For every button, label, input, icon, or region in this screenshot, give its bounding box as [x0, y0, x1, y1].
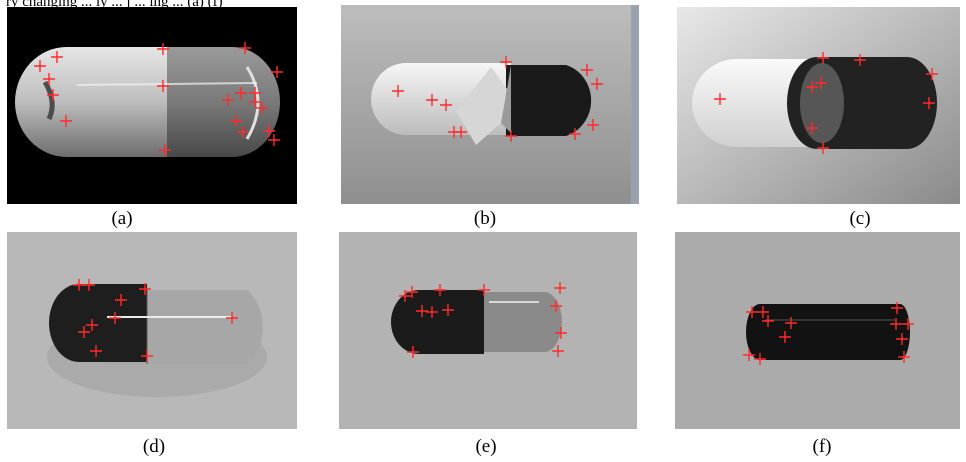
feature-point-marker — [235, 87, 247, 99]
feature-point-marker — [43, 73, 55, 85]
feature-point-marker — [239, 42, 251, 54]
panel-e-label: (e) — [475, 436, 497, 457]
feature-point-marker — [141, 350, 153, 362]
feature-point-marker — [60, 115, 72, 127]
feature-point-marker — [392, 85, 404, 97]
feature-point-marker — [505, 130, 517, 142]
panel-d-image — [7, 232, 297, 429]
feature-point-marker — [407, 346, 419, 358]
feature-point-marker — [271, 66, 283, 78]
feature-point-marker — [896, 333, 908, 345]
feature-point-marker — [478, 284, 490, 296]
panel-a-label: (a) — [111, 208, 133, 229]
feature-point-marker — [754, 353, 766, 365]
feature-point-marker — [90, 345, 102, 357]
feature-point-marker — [47, 89, 59, 101]
feature-point-marker — [426, 94, 438, 106]
panel-d-label: (d) — [142, 436, 166, 457]
feature-point-marker — [83, 279, 95, 291]
feature-point-marker — [757, 306, 769, 318]
cropped-caption-text: ry changing ... ly ... j ... ing ... (a)… — [6, 0, 223, 8]
feature-point-marker — [898, 351, 910, 363]
feature-point-marker — [157, 80, 169, 92]
feature-point-marker — [806, 81, 818, 93]
feature-point-marker — [249, 96, 261, 108]
feature-point-marker — [890, 318, 902, 330]
feature-point-marker — [406, 286, 418, 298]
feature-point-marker — [902, 318, 914, 330]
panel-e-image — [339, 232, 637, 429]
feature-point-marker — [455, 126, 467, 138]
feature-point-marker — [926, 68, 938, 80]
feature-point-marker — [500, 56, 512, 68]
feature-point-marker — [587, 119, 599, 131]
feature-point-marker — [440, 99, 452, 111]
feature-point-marker — [815, 77, 827, 89]
feature-point-marker — [854, 54, 866, 66]
feature-point-marker — [51, 51, 63, 63]
feature-point-marker — [157, 43, 169, 55]
feature-point-marker — [552, 345, 564, 357]
panel-c-label: (c) — [849, 208, 871, 229]
feature-point-marker — [78, 326, 90, 338]
feature-point-marker — [817, 52, 829, 64]
panel-b-label: (b) — [473, 208, 497, 229]
feature-point-marker — [159, 144, 171, 156]
feature-point-marker — [399, 290, 411, 302]
feature-point-marker — [226, 312, 238, 324]
feature-point-marker — [86, 319, 98, 331]
feature-point-marker — [591, 78, 603, 90]
panel-f-image — [675, 232, 960, 429]
feature-point-marker — [743, 349, 755, 361]
feature-point-marker — [434, 284, 446, 296]
feature-point-marker — [115, 294, 127, 306]
feature-point-marker — [416, 305, 428, 317]
feature-point-marker — [581, 64, 593, 76]
feature-point-marker — [442, 304, 454, 316]
feature-point-marker — [891, 302, 903, 314]
feature-point-marker — [554, 282, 566, 294]
feature-point-marker — [109, 312, 121, 324]
feature-point-marker — [785, 317, 797, 329]
feature-point-marker — [714, 93, 726, 105]
feature-point-marker — [762, 315, 774, 327]
feature-point-marker — [923, 97, 935, 109]
panel-a-image — [7, 7, 297, 204]
feature-point-marker — [817, 142, 829, 154]
feature-point-marker — [263, 125, 275, 137]
feature-point-marker — [569, 128, 581, 140]
feature-point-marker — [222, 94, 234, 106]
feature-point-marker — [230, 115, 242, 127]
panel-b-image — [341, 5, 639, 204]
feature-point-marker — [34, 60, 46, 72]
feature-point-marker — [268, 134, 280, 146]
feature-point-marker — [746, 306, 758, 318]
feature-point-marker — [139, 283, 151, 295]
panel-f-label: (f) — [812, 436, 832, 457]
feature-point-marker — [426, 306, 438, 318]
feature-point-marker — [237, 126, 249, 138]
feature-point-marker — [256, 102, 268, 114]
feature-point-marker — [779, 331, 791, 343]
feature-point-marker — [806, 122, 818, 134]
feature-point-marker — [550, 300, 562, 312]
panel-c-image — [677, 7, 960, 204]
feature-point-marker — [555, 327, 567, 339]
